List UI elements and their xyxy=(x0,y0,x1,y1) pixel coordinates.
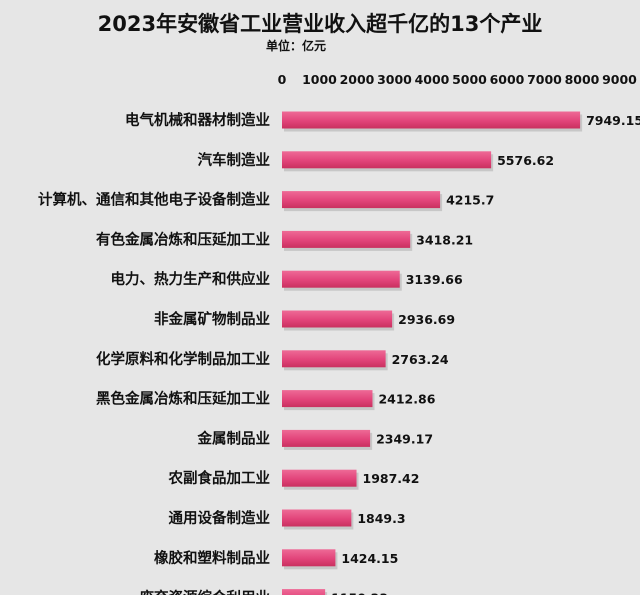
bar xyxy=(282,429,371,447)
category-label: 电力、热力生产和供应业 xyxy=(111,270,271,288)
data-label: 2349.17 xyxy=(376,431,433,446)
bar xyxy=(282,151,492,169)
category-label: 计算机、通信和其他电子设备制造业 xyxy=(38,191,270,209)
data-label: 2412.86 xyxy=(378,392,435,407)
data-label: 1849.3 xyxy=(357,511,405,526)
bar xyxy=(282,310,393,328)
x-axis-ticks: 0 1000 2000 3000 4000 5000 6000 7000 8000 9000 xyxy=(278,72,638,87)
category-label: 电气机械和器材制造业 xyxy=(125,111,270,129)
unit-label: 单位：亿元 xyxy=(266,39,327,53)
data-label: 7949.15 xyxy=(586,113,640,128)
data-label: 2763.24 xyxy=(392,352,449,367)
bar xyxy=(282,589,326,595)
bar xyxy=(282,469,357,487)
category-label: 非金属矿物制品业 xyxy=(154,310,270,328)
x-tick-label: 4000 xyxy=(415,72,450,87)
data-label: 1424.15 xyxy=(341,551,398,566)
x-tick-label: 6000 xyxy=(490,72,525,87)
bar xyxy=(282,350,386,368)
data-label: 3418.21 xyxy=(416,232,473,247)
category-label: 橡胶和塑料制品业 xyxy=(154,549,270,567)
category-label: 废弃资源综合利用业 xyxy=(140,589,271,595)
bar xyxy=(282,549,336,567)
chart-title: 2023年安徽省工业营业收入超千亿的13个产业 xyxy=(97,12,543,36)
x-tick-label: 7000 xyxy=(527,72,562,87)
bar-series: 电气机械和器材制造业 7949.15 汽车制造业 5576.62 计算机、通信和其他电子… xyxy=(38,111,640,595)
x-tick-label: 1000 xyxy=(302,72,337,87)
bar xyxy=(282,230,411,248)
category-label: 农副食品加工业 xyxy=(168,469,271,487)
data-label: 1987.42 xyxy=(363,471,420,486)
bar xyxy=(282,191,441,209)
category-label: 金属制品业 xyxy=(197,429,271,447)
category-label: 汽车制造业 xyxy=(198,151,271,169)
bar xyxy=(282,390,373,408)
data-label: 1150.23 xyxy=(331,591,388,595)
category-label: 有色金属冶炼和压延加工业 xyxy=(96,230,270,248)
x-tick-label: 5000 xyxy=(452,72,487,87)
x-tick-label: 9000 xyxy=(602,72,637,87)
x-tick-label: 2000 xyxy=(340,72,375,87)
category-label: 通用设备制造业 xyxy=(169,509,271,527)
data-label: 4215.7 xyxy=(446,193,494,208)
x-tick-label: 0 xyxy=(278,72,287,87)
data-label: 3139.66 xyxy=(406,272,463,287)
data-label: 2936.69 xyxy=(398,312,455,327)
x-tick-label: 3000 xyxy=(377,72,412,87)
data-label: 5576.62 xyxy=(497,153,554,168)
bar xyxy=(282,270,400,288)
category-label: 化学原料和化学制品加工业 xyxy=(96,350,270,368)
bar xyxy=(282,509,352,527)
bar xyxy=(282,111,581,129)
x-tick-label: 8000 xyxy=(565,72,600,87)
category-label: 黑色金属冶炼和压延加工业 xyxy=(96,390,270,408)
